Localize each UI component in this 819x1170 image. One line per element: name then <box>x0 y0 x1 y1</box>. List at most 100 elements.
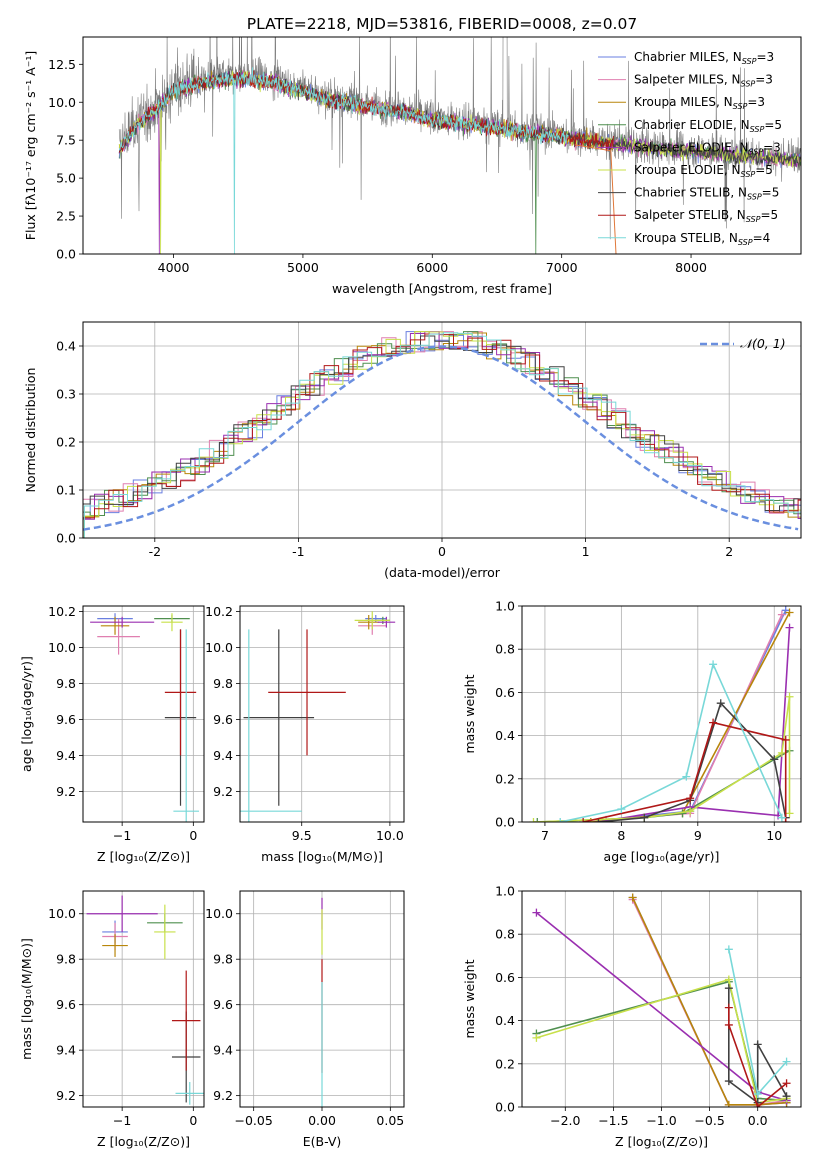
weight-marker <box>724 1077 733 1086</box>
axes-frame <box>521 605 802 823</box>
weight-marker <box>724 945 733 954</box>
axes-frame <box>82 605 205 823</box>
y-tick-label: 1.0 <box>495 599 515 614</box>
y-tick-label: 0.6 <box>495 685 515 700</box>
weight-series-5 <box>536 978 787 1104</box>
x-tick-label: −0.05 <box>235 1113 273 1128</box>
panel-weight-vs-age: 7 8 9 10 0.0 0.2 0.4 0.6 0.8 1.0 age [log₁₀(age/yr… <box>462 599 802 864</box>
panel-age-vs-Z: −1 0 9.2 9.4 9.6 9.8 10.0 10.2 Z [log₁₀(Z/Z⊙)] ag… <box>19 604 205 864</box>
weight-marker <box>533 818 542 822</box>
y-tick-label: 0.8 <box>495 927 515 942</box>
weight-marker <box>753 1103 762 1107</box>
legend: Chabrier MILES, NSSP=3 Salpeter MILES, NS… <box>598 50 782 247</box>
x-axis-label: E(B-V) <box>303 1134 342 1149</box>
plot-area <box>83 331 801 538</box>
y-tick-label: 0.8 <box>495 642 515 657</box>
x-tick-label: 0.0 <box>748 1113 768 1128</box>
y-tick-label: 0.4 <box>56 339 76 354</box>
model-spectrum-8 <box>118 67 569 254</box>
x-tick-label: 8 <box>617 828 625 843</box>
errorbar-point <box>243 629 315 806</box>
errorbar-point <box>161 613 183 632</box>
weight-marker <box>724 1003 733 1012</box>
y-tick-label: 0.0 <box>56 531 76 546</box>
weight-marker <box>529 818 538 822</box>
y-tick-label: 9.2 <box>56 1088 76 1103</box>
y-tick-label: 9.8 <box>213 676 233 691</box>
x-tick-label: -1 <box>292 544 304 559</box>
panel-spectrum: 4000 5000 6000 7000 8000 0.0 2.5 5.0 7.5 10.0 12.5… <box>23 36 802 296</box>
weight-marker <box>716 699 725 708</box>
histogram-series-8 <box>83 332 801 538</box>
errorbar-point <box>86 895 158 932</box>
weight-marker <box>579 818 588 822</box>
x-tick-label: 0.00 <box>308 1113 336 1128</box>
errorbar-point <box>377 616 396 628</box>
x-axis-label: Z [log₁₀(Z/Z⊙)] <box>97 1134 190 1149</box>
plot-area <box>240 611 396 822</box>
y-tick-label: 0.0 <box>56 247 76 262</box>
y-tick-label: 9.8 <box>213 952 233 967</box>
x-tick-label: −1 <box>113 828 131 843</box>
legend-entry: Kroupa ELODIE, NSSP=5 <box>634 163 773 179</box>
errorbar-point <box>171 970 201 1071</box>
panel-mass-vs-ebv: −0.05 0.00 0.05 9.2 9.4 9.6 9.8 10.0 E(B-V) <box>205 890 405 1149</box>
weight-series-7 <box>728 1007 788 1107</box>
errorbar-point <box>154 904 176 960</box>
y-tick-label: 9.6 <box>56 712 76 727</box>
errorbar-point <box>100 616 130 635</box>
weight-marker <box>785 809 794 818</box>
weight-marker <box>753 1040 762 1049</box>
y-tick-label: 10.0 <box>205 640 233 655</box>
x-tick-label: −1 <box>113 1113 131 1128</box>
x-tick-label: 0 <box>189 1113 197 1128</box>
legend-entry: Chabrier STELIB, NSSP=5 <box>634 186 779 202</box>
y-tick-label: 9.2 <box>213 1088 233 1103</box>
x-tick-label: 10 <box>766 828 782 843</box>
weight-marker <box>777 610 786 619</box>
x-tick-label: 5000 <box>287 260 319 275</box>
weight-marker <box>617 805 626 814</box>
y-tick-label: 9.4 <box>56 748 76 763</box>
y-tick-label: 9.4 <box>56 1043 76 1058</box>
panel-age-vs-mass: 9.5 10.0 9.2 9.4 9.6 9.8 10.0 10.2 mass [log₁₀(M… <box>205 604 405 864</box>
y-tick-label: 0.2 <box>495 1056 515 1071</box>
x-tick-label: 7000 <box>546 260 578 275</box>
axes-frame <box>239 605 405 823</box>
y-tick-label: 5.0 <box>56 171 76 186</box>
legend-entry: Kroupa STELIB, NSSP=4 <box>634 231 770 247</box>
weight-marker <box>628 893 637 902</box>
histogram-series-4 <box>83 331 801 520</box>
y-tick-label: 10.2 <box>48 604 76 619</box>
weight-marker <box>724 1100 733 1107</box>
x-tick-label: −0.5 <box>694 1113 724 1128</box>
histogram-series-7 <box>83 333 801 519</box>
weight-marker <box>556 818 565 822</box>
weight-marker <box>686 794 695 803</box>
weight-marker <box>782 1079 791 1088</box>
y-tick-label: 0.4 <box>495 728 515 743</box>
y-tick-label: 10.0 <box>48 95 76 110</box>
y-tick-label: 0.0 <box>495 815 515 830</box>
figure-title: PLATE=2218, MJD=53816, FIBERID=0008, z=0… <box>247 15 637 33</box>
weight-marker <box>709 660 718 669</box>
x-axis-label: (data-model)/error <box>384 565 501 580</box>
errorbar-point <box>354 611 390 630</box>
y-tick-label: 9.4 <box>213 748 233 763</box>
legend-entry: Salpeter MILES, NSSP=3 <box>634 73 773 89</box>
y-tick-label: 10.0 <box>48 640 76 655</box>
legend-entry: Salpeter ELODIE, NSSP=3 <box>634 140 781 156</box>
panel-residual-histogram: -2 -1 0 1 2 0.0 0.1 0.2 0.3 0.4 (data-model)/error… <box>23 321 802 580</box>
weight-marker <box>785 692 794 701</box>
weight-marker <box>640 813 649 822</box>
histogram-series-5 <box>83 331 801 538</box>
weight-marker <box>532 908 541 917</box>
errorbar-point <box>97 618 140 655</box>
x-tick-label: 8000 <box>675 260 707 275</box>
x-tick-label: 2 <box>725 544 733 559</box>
y-tick-label: 0.6 <box>495 970 515 985</box>
x-tick-label: 10.0 <box>376 828 404 843</box>
weight-marker <box>785 623 794 632</box>
legend-entry: Kroupa MILES, NSSP=3 <box>634 95 765 111</box>
x-tick-label: 7 <box>541 828 549 843</box>
